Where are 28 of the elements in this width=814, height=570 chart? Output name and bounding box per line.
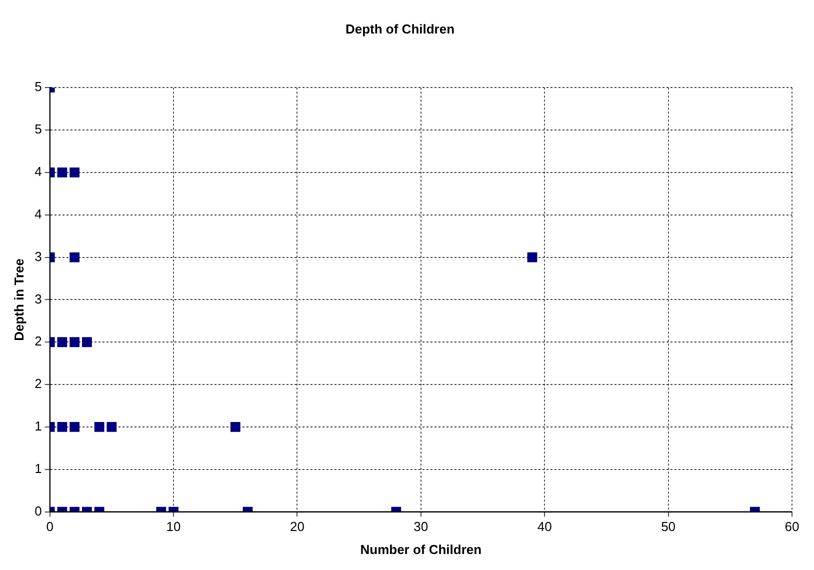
- x-tick-label: 40: [537, 519, 552, 534]
- y-tick-label: 0: [34, 503, 42, 518]
- y-tick-label: 4: [34, 206, 42, 222]
- x-tick-label: 50: [661, 519, 676, 534]
- point: [70, 167, 80, 178]
- y-tick-label: 3: [34, 291, 42, 306]
- x-tick-label: 20: [290, 519, 304, 534]
- point: [70, 252, 80, 262]
- y-tick-label: 2: [34, 334, 42, 349]
- y-tick-label: 1: [34, 418, 42, 434]
- point: [527, 252, 538, 262]
- chart-title: Depth of Children: [345, 21, 455, 36]
- y-tick-label: 4: [34, 164, 42, 180]
- y-axis-title: Depth in Tree: [11, 258, 26, 341]
- point: [57, 167, 68, 178]
- y-tick-label: 2: [34, 376, 42, 392]
- point: [82, 337, 92, 348]
- y-tick-label: 5: [34, 79, 42, 94]
- y-tick-label: 5: [34, 122, 42, 137]
- y-tick-label: 1: [34, 460, 42, 476]
- y-tick-label: 3: [34, 248, 42, 264]
- point: [70, 337, 80, 348]
- x-tick-label: 30: [414, 519, 428, 534]
- x-tick-label: 0: [46, 519, 54, 534]
- point: [57, 337, 68, 348]
- x-tick-label: 10: [166, 519, 181, 534]
- x-axis-title: Number of Children: [360, 542, 482, 557]
- x-tick-label: 60: [784, 519, 800, 534]
